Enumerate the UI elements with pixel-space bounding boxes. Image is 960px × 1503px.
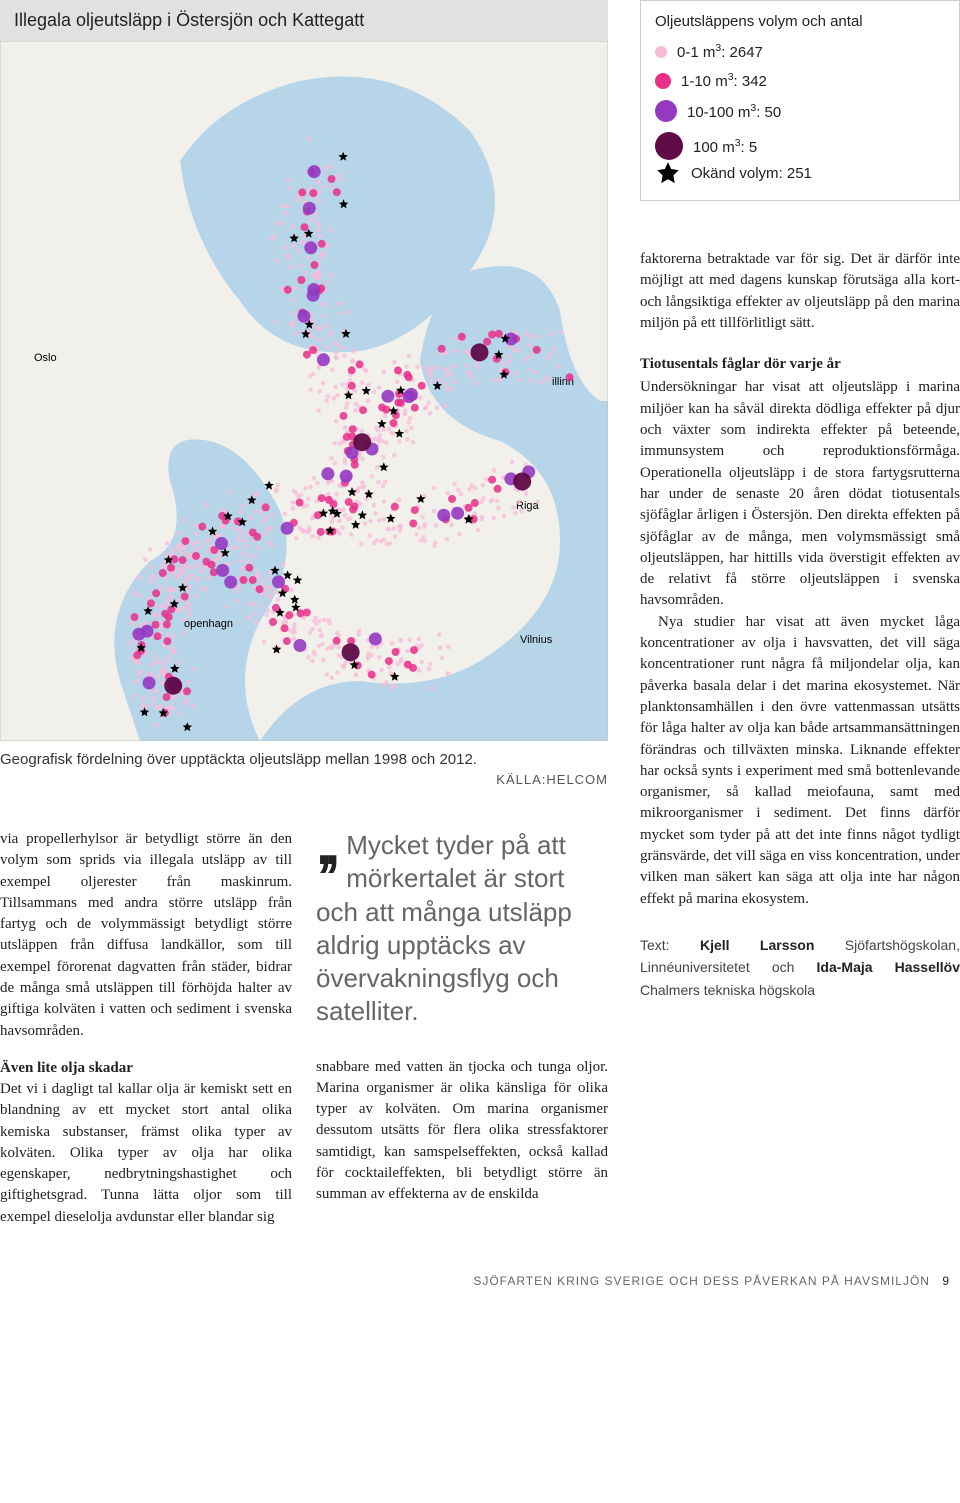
baltic-map: Oslo Riga Vilnius openhagn illinn <box>0 41 608 741</box>
pullquote: ,, Mycket tyder på att mörkertalet är st… <box>316 829 608 1029</box>
side-heading: Tiotusentals fåglar dör varje år <box>640 354 960 375</box>
star-icon <box>655 160 681 186</box>
map-caption: Geografisk fördelning över upptäckta olj… <box>0 751 608 768</box>
legend-label-2: 10-100 m3: 50 <box>687 102 781 121</box>
page-number: 9 <box>942 1274 950 1288</box>
legend: Oljeutsläppens volym och antal 0-1 m3: 2… <box>640 0 960 201</box>
body-col1-para2: Det vi i dagligt tal kallar olja är kemi… <box>0 1079 292 1228</box>
label-oslo: Oslo <box>34 352 57 364</box>
pullquote-text: Mycket tyder på att mörkertalet är stort… <box>316 830 572 1026</box>
footer: SJÖFARTEN KRING SVERIGE OCH DESS PÅVERKA… <box>0 1274 960 1288</box>
legend-label-3: 100 m3: 5 <box>693 137 757 156</box>
legend-star-label: Okänd volym: 251 <box>691 165 812 182</box>
side-para3: Nya studier har visat att även mycket lå… <box>640 612 960 910</box>
legend-item-3: 100 m3: 5 <box>655 132 945 160</box>
legend-title: Oljeutsläppens volym och antal <box>655 13 945 30</box>
map-title: Illegala oljeutsläpp i Östersjön och Kat… <box>0 0 608 41</box>
quote-mark-icon: ,, <box>316 825 332 866</box>
body-col2-para: snabbare med vatten än tjocka och tunga … <box>316 1057 608 1206</box>
legend-label-0: 0-1 m3: 2647 <box>677 42 763 61</box>
footer-text: SJÖFARTEN KRING SVERIGE OCH DESS PÅVERKA… <box>473 1274 930 1288</box>
map-source: KÄLLA:HELCOM <box>0 772 608 787</box>
legend-item-1: 1-10 m3: 342 <box>655 71 945 90</box>
body-col1-heading: Även lite olja skadar <box>0 1060 292 1077</box>
legend-label-1: 1-10 m3: 342 <box>681 71 767 90</box>
legend-swatch-2 <box>655 100 677 122</box>
legend-swatch-3 <box>655 132 683 160</box>
legend-item-2: 10-100 m3: 50 <box>655 100 945 122</box>
author1-name: Kjell Larsson <box>700 937 814 953</box>
author2-aff: Chalmers tekniska högskola <box>640 982 815 998</box>
authors: Text: Kjell Larsson Sjöfartshögskolan, L… <box>640 934 960 1001</box>
authors-pre: Text: <box>640 937 700 953</box>
body-col1-para1: via propellerhylsor är betydligt större … <box>0 829 292 1042</box>
legend-swatch-0 <box>655 46 667 58</box>
legend-item-0: 0-1 m3: 2647 <box>655 42 945 61</box>
label-vilnius: Vilnius <box>520 634 553 646</box>
side-para1: faktorerna betraktade var för sig. Det ä… <box>640 249 960 334</box>
map-container: Oslo Riga Vilnius openhagn illinn <box>0 41 608 741</box>
label-copenhagen: openhagn <box>184 618 233 630</box>
legend-swatch-1 <box>655 73 671 89</box>
side-para2: Undersökningar har visat att oljeutsläpp… <box>640 377 960 611</box>
author2-name: Ida-Maja Hassellöv <box>817 959 960 975</box>
legend-item-star: Okänd volym: 251 <box>655 160 945 186</box>
